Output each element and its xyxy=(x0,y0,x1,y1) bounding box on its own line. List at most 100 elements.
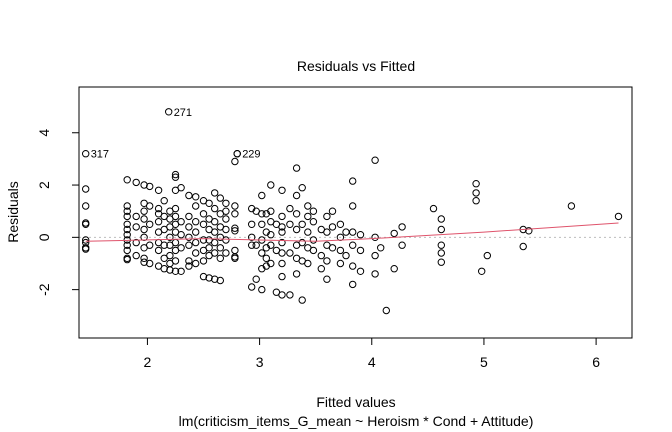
data-point-84 xyxy=(192,193,200,201)
data-point-39 xyxy=(154,186,163,195)
data-point-225 xyxy=(371,251,379,260)
data-point-93 xyxy=(199,220,208,229)
chart-subtitle: lm(criticism_items_G_mean ~ Heroism * Co… xyxy=(179,413,534,429)
x-axis-label: Fitted values xyxy=(316,394,395,410)
data-point-141 xyxy=(252,275,260,283)
data-point-221 xyxy=(356,246,365,255)
data-point-136 xyxy=(248,233,256,242)
data-point-92 xyxy=(199,210,208,218)
data-point-176 xyxy=(292,164,301,172)
data-point-13 xyxy=(123,225,131,234)
data-point-130 xyxy=(231,246,239,255)
data-point-143 xyxy=(258,210,266,218)
data-point-215 xyxy=(349,202,357,210)
data-point-65 xyxy=(171,212,180,221)
data-point-28 xyxy=(140,215,148,223)
data-point-146 xyxy=(258,249,266,257)
data-point-0 xyxy=(82,185,90,193)
data-point-241 xyxy=(472,197,480,205)
data-point-32 xyxy=(140,254,148,262)
data-point-239 xyxy=(472,180,480,188)
chart-title: Residuals vs Fitted xyxy=(297,58,415,74)
data-point-203 xyxy=(323,257,331,265)
data-point-211 xyxy=(336,259,345,268)
data-points-layer xyxy=(82,108,623,315)
data-point-173 xyxy=(286,220,294,229)
data-point-85 xyxy=(192,202,200,210)
data-point-24 xyxy=(132,251,140,260)
data-point-56 xyxy=(166,233,174,242)
data-point-167 xyxy=(278,238,286,247)
data-point-20 xyxy=(132,178,140,187)
data-point-96 xyxy=(199,257,208,265)
data-point-80 xyxy=(185,233,193,242)
data-point-88 xyxy=(192,238,200,247)
data-point-87 xyxy=(192,228,200,236)
data-point-14 xyxy=(123,231,131,239)
data-point-233 xyxy=(429,204,438,213)
data-point-119 xyxy=(222,199,230,208)
data-point-35 xyxy=(146,202,154,210)
data-point-36 xyxy=(146,220,154,229)
y-tick-label-0: 0 xyxy=(36,233,52,241)
data-point-121 xyxy=(222,215,230,223)
x-axis: 2 3 4 5 6 xyxy=(144,337,600,370)
point-labels-layer: 271 317 229 xyxy=(91,107,261,161)
x-tick-label-3: 3 xyxy=(256,354,264,370)
data-point-72 xyxy=(177,184,185,192)
data-point-62 xyxy=(171,173,180,181)
data-point-123 xyxy=(222,236,230,244)
x-tick-label-5: 5 xyxy=(480,354,488,370)
data-point-77 xyxy=(185,191,193,200)
data-point-184 xyxy=(298,220,306,229)
data-point-169 xyxy=(278,259,286,268)
data-point-236 xyxy=(437,241,445,249)
data-point-117 xyxy=(216,254,225,262)
data-point-207 xyxy=(328,244,337,252)
data-point-132 xyxy=(231,254,239,262)
point-label-317: 317 xyxy=(91,149,109,161)
y-axis-label: Residuals xyxy=(5,181,21,242)
data-point-190 xyxy=(304,228,312,236)
data-point-219 xyxy=(349,280,357,289)
data-point-12 xyxy=(123,220,131,229)
data-point-144 xyxy=(258,220,266,229)
data-point-200 xyxy=(323,212,331,221)
data-point-82 xyxy=(185,257,193,265)
data-point-78 xyxy=(185,212,193,221)
data-point-189 xyxy=(304,212,312,221)
data-point-142 xyxy=(258,191,266,200)
data-point-138 xyxy=(248,283,256,291)
data-point-168 xyxy=(278,249,286,257)
data-point-218 xyxy=(349,262,357,270)
data-point-193 xyxy=(309,207,318,215)
data-point-187 xyxy=(298,296,306,304)
data-point-97 xyxy=(199,272,208,281)
data-point-206 xyxy=(328,223,337,231)
data-point-129 xyxy=(231,227,239,235)
data-point-174 xyxy=(286,249,294,257)
y-axis: -2 0 2 4 xyxy=(36,129,80,296)
data-point-248 xyxy=(614,212,623,221)
data-point-172 xyxy=(286,204,294,213)
data-point-135 xyxy=(248,220,256,229)
data-point-188 xyxy=(304,202,312,210)
labeled-point-271 xyxy=(165,108,173,116)
data-point-19 xyxy=(123,255,131,264)
data-point-27 xyxy=(140,207,148,215)
data-point-70 xyxy=(171,257,180,265)
data-point-34 xyxy=(146,182,154,191)
data-point-23 xyxy=(132,238,140,247)
data-point-214 xyxy=(349,177,357,185)
data-point-10 xyxy=(123,207,131,215)
data-point-3 xyxy=(82,220,90,229)
data-point-178 xyxy=(292,210,301,218)
data-point-75 xyxy=(177,244,185,252)
data-point-152 xyxy=(262,254,270,262)
data-point-118 xyxy=(216,276,225,285)
data-point-58 xyxy=(166,251,174,260)
data-point-81 xyxy=(185,241,193,249)
data-point-232 xyxy=(398,241,406,249)
x-tick-label-2: 2 xyxy=(144,354,152,370)
data-point-25 xyxy=(140,181,148,189)
